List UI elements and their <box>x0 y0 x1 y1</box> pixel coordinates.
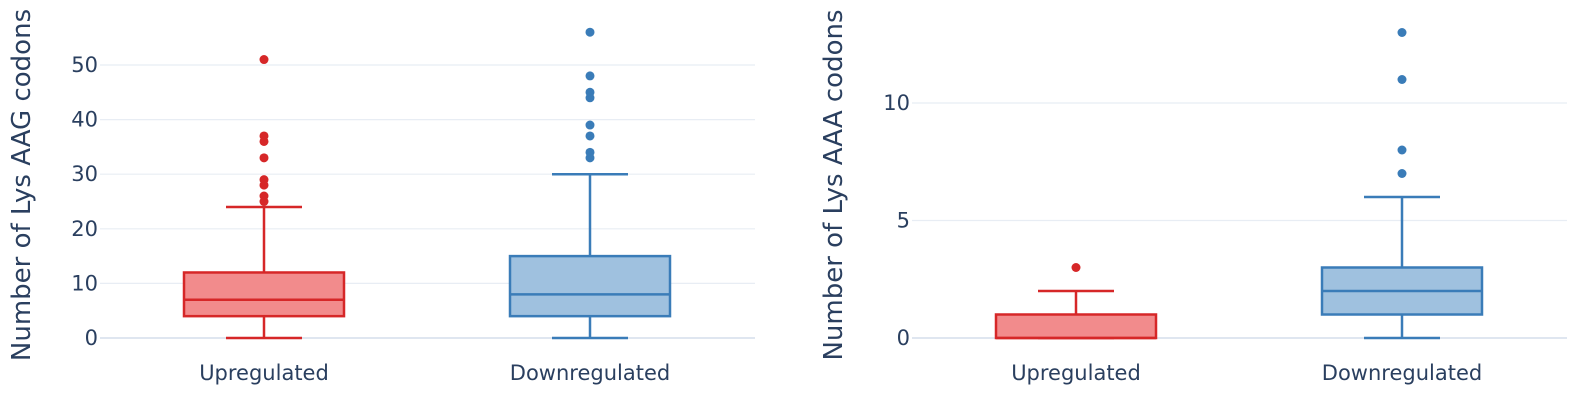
outlier-point <box>585 27 595 37</box>
outlier-point <box>259 131 269 141</box>
outlier-point <box>585 120 595 130</box>
x-category-label: Downregulated <box>1322 361 1482 385</box>
box-upregulated <box>994 263 1158 340</box>
x-category-label: Downregulated <box>510 361 670 385</box>
outlier-point <box>585 147 595 157</box>
y-tick-label: 50 <box>71 53 98 77</box>
box-iqr <box>508 254 672 318</box>
outlier-point <box>1397 75 1407 84</box>
outlier-point <box>259 55 269 65</box>
x-category-label: Upregulated <box>199 361 329 385</box>
y-axis-title: Number of Lys AAG codons <box>7 9 37 361</box>
outlier-point <box>1397 169 1407 178</box>
outlier-point <box>1397 145 1407 155</box>
outlier-point <box>585 131 595 141</box>
y-tick-label: 0 <box>85 326 98 350</box>
x-category-label: Upregulated <box>1011 361 1141 385</box>
y-tick-label: 30 <box>71 162 98 186</box>
box-upregulated <box>182 55 346 340</box>
box-iqr <box>182 271 346 318</box>
outlier-point <box>1071 263 1081 272</box>
outlier-point <box>585 71 595 81</box>
chart-panel-aaa: 0 5 10 Number of Lys AAA codons Upregulated D… <box>819 9 1567 385</box>
chart-panel-aag: 0 10 20 30 40 50 Number of Lys AAG codons Upreg… <box>7 9 755 385</box>
outlier-point <box>259 153 269 163</box>
outlier-point <box>585 87 595 97</box>
y-tick-label: 10 <box>71 271 98 295</box>
y-tick-label: 0 <box>897 326 910 350</box>
box-downregulated <box>508 27 672 340</box>
box-iqr <box>994 313 1158 340</box>
y-axis-title: Number of Lys AAA codons <box>819 9 849 360</box>
box-downregulated <box>1320 28 1484 340</box>
outlier-point <box>1397 28 1407 37</box>
y-tick-label: 20 <box>71 217 98 241</box>
outlier-point <box>259 175 269 185</box>
y-tick-label: 10 <box>883 91 910 115</box>
y-tick-label: 40 <box>71 108 98 132</box>
outlier-point <box>259 191 269 201</box>
y-tick-label: 5 <box>897 209 910 233</box>
